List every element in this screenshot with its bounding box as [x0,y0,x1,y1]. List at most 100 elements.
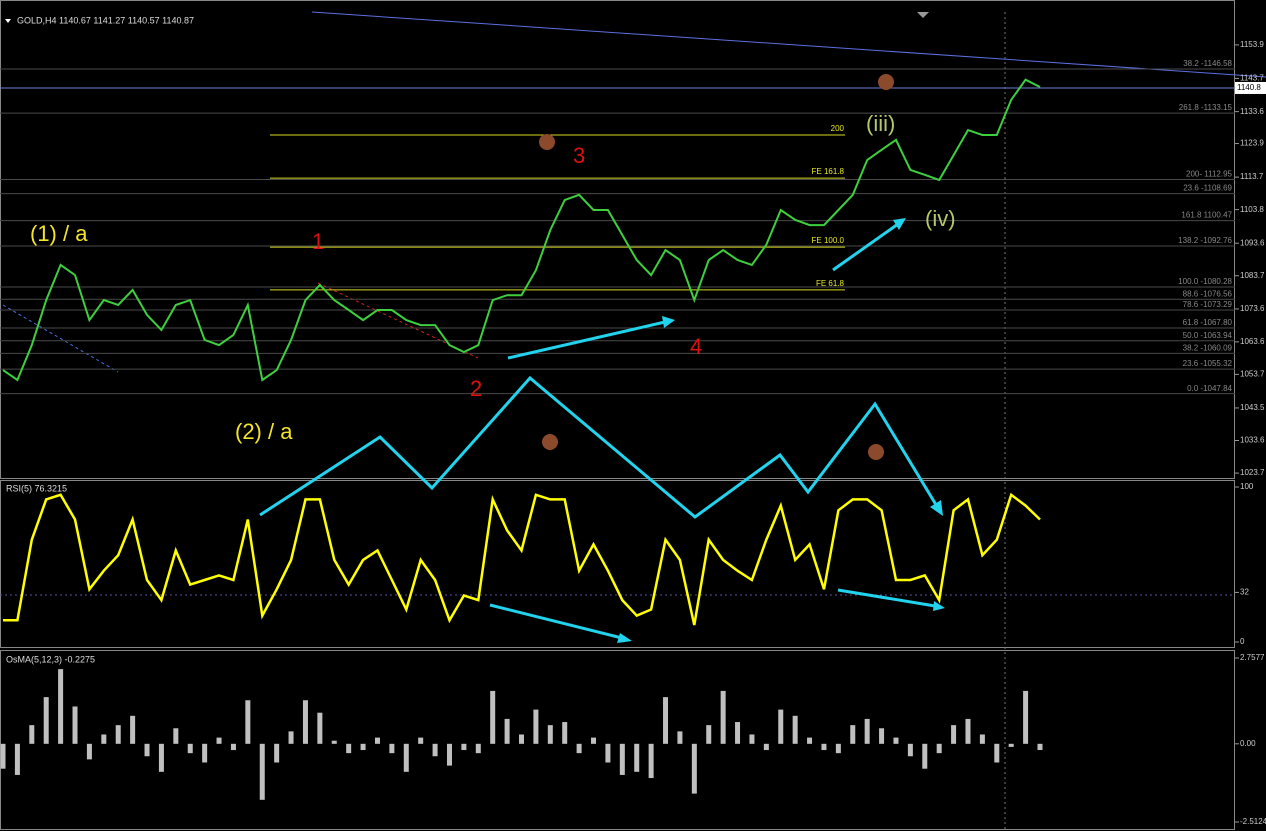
bar [576,743,582,754]
arrow-head [893,218,906,230]
arrows [259,222,940,640]
y-tick-label: 1143.7 [1240,74,1264,83]
bar [331,740,337,744]
bar [216,737,222,744]
bar [591,737,597,744]
fib-label: 138.2 -1092.76 [1178,236,1232,245]
trendline [311,11,1266,78]
bar [475,743,481,754]
y-tick-label: 1093.6 [1240,238,1265,247]
fib-label: 23.6 -1108.69 [1183,184,1232,193]
wave-label: (1) / a [30,221,88,246]
wave-label: 4 [690,334,702,359]
dot [868,444,884,460]
bar [749,734,755,744]
bar [519,734,524,744]
bar [792,715,798,744]
bar [778,709,784,744]
bar [346,743,352,754]
bar [202,743,208,763]
y-tick-label: 1083.7 [1240,271,1265,280]
bar [29,725,35,744]
shift-marker [917,12,929,18]
y-tick-label: 0.00 [1240,739,1256,748]
y-tick-label: 0 [1240,637,1245,646]
fe-label: 200 [831,124,845,133]
bar [706,725,712,744]
bar [936,743,942,754]
bar [0,743,6,769]
bar [360,743,366,751]
osma-panel [0,650,1235,830]
wave-label: 1 [312,229,324,254]
dots [539,74,894,460]
fib-label: 61.8 -1067.80 [1183,318,1233,327]
arrow [837,588,936,608]
arrow-head [617,633,632,643]
bar [446,743,452,766]
y-tick-label: 100 [1240,482,1254,491]
bar [461,743,467,751]
arrow [489,603,623,640]
bar [907,743,913,757]
bar [86,743,92,760]
bar [835,743,841,754]
bar [807,737,813,744]
bar [230,743,236,751]
wave-label: 2 [470,376,482,401]
bar [115,725,121,744]
fib-label: 38.2 -1060.09 [1183,344,1233,353]
fib-label: 23.6 -1055.32 [1183,359,1233,368]
bar [259,743,265,800]
arrow-heads [617,218,945,643]
bar [274,743,280,763]
fe-label: FE 100.0 [812,236,845,245]
bar [691,743,697,794]
bar [619,743,625,775]
bar [288,731,294,744]
bar [922,743,928,769]
bar [533,709,539,744]
bar [58,669,64,744]
fib-label: 88.6 -1076.56 [1183,289,1233,298]
wave-label: (2) / a [235,419,293,444]
bar [72,706,78,744]
fib-label: 100.0 -1080.28 [1178,277,1232,286]
bar [130,715,136,744]
bar [965,718,971,744]
bar [245,700,251,744]
trendline-dashed [2,304,119,373]
bar [389,743,395,754]
fib-label: 161.8 1100.47 [1181,211,1232,220]
bar [14,743,20,775]
bar [634,743,640,772]
bar [374,737,380,744]
y-tick-label: 2.7577 [1240,653,1265,662]
y-tick-label: 1063.6 [1240,337,1265,346]
y-tick-label: 1053.7 [1240,370,1265,379]
bar [1037,743,1043,751]
bar [158,743,164,772]
bar [951,725,957,744]
bar [187,743,193,754]
bar [173,728,179,744]
bar [1008,743,1014,747]
arrow-head [933,601,945,611]
y-tick-label: 1103.8 [1240,205,1264,214]
data-line [3,492,1041,626]
fib-label: 38.2 -1146.58 [1183,59,1232,68]
arrow [832,222,899,272]
fib-label: 261.8 -1133.15 [1179,103,1233,112]
chart-title: OsMA(5,12,3) -0.2275 [6,654,95,664]
bar [403,743,409,772]
chart-title: RSI(5) 76.3215 [6,483,67,493]
bar [1023,690,1029,744]
price-panel [0,0,1235,479]
bar [302,700,308,744]
dot [539,134,555,150]
bar [418,737,424,744]
data-line [2,78,1041,382]
